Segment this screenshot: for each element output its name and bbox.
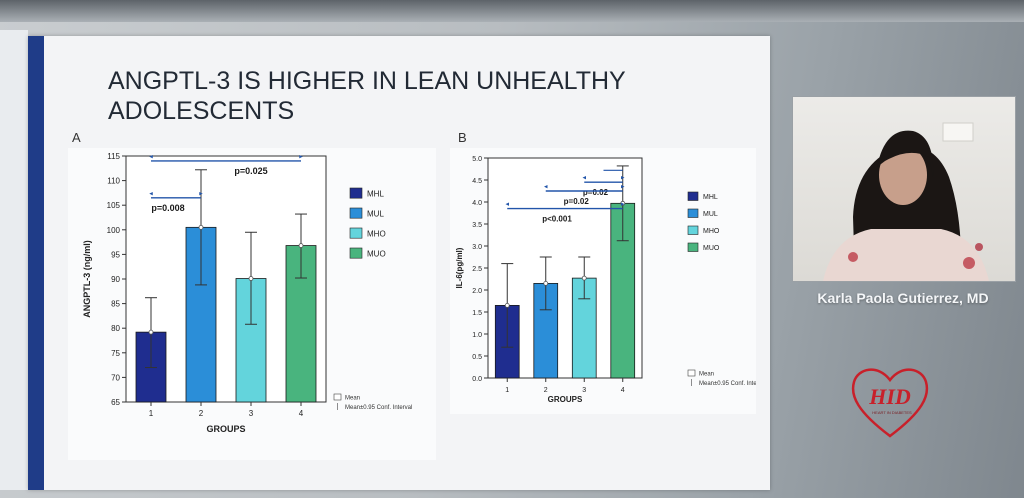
y-tick-label: 3.0 [472,244,482,251]
legend-label-MUL: MUL [703,211,718,218]
p-value-label: p=0.025 [234,166,267,176]
legend-swatch-MHO [687,225,699,235]
chart-b: 0.0 0.5 1.0 1.5 2.0 2.5 3.0 3.5 4.0 4.5 5.0 1 2 3 4 ◂ ▸ p… [455,156,756,404]
p-value-label: p=0.008 [151,203,184,213]
ci-legend-label: Mean±0.95 Conf. Interval [699,381,756,387]
chart-panel-b: 0.0 0.5 1.0 1.5 2.0 2.5 3.0 3.5 4.0 4.5 5.0 1 2 3 4 ◂ ▸ p… [450,148,756,414]
x-tick-label: 4 [621,387,625,394]
panel-b-label: B [458,130,467,145]
y-tick-label: 5.0 [472,156,482,163]
y-tick-label: 2.5 [472,266,482,273]
legend-label-MUO: MUO [703,245,720,252]
mean-legend-icon [687,369,696,377]
x-tick-label: 3 [249,409,254,418]
legend-label-MUL: MUL [367,209,384,218]
y-tick-label: 2.0 [472,288,482,295]
legend-swatch-MUL [687,208,699,218]
y-axis-label: IL-6(pg/ml) [455,247,464,288]
y-tick-label: 70 [111,373,120,382]
legend-label-MHO: MHO [367,229,386,238]
ci-legend-label: Mean±0.95 Conf. Interval [345,405,412,411]
y-tick-label: 0.5 [472,354,482,361]
monitor-top-edge [0,0,1024,22]
presentation-slide: ANGPTL-3 IS HIGHER IN LEAN UNHEALTHY ADO… [28,36,770,490]
bracket-arrow-right-icon: ▸ [299,153,303,160]
mean-point [581,275,587,281]
mean-legend-label: Mean [699,372,714,378]
x-axis-label: GROUPS [548,395,583,404]
legend-label-MUO: MUO [367,249,386,258]
mean-point [504,302,510,308]
legend-label-MHL: MHL [703,194,718,201]
x-tick-label: 4 [299,409,304,418]
heart-logo-icon: HID HEART IN DIABETES [851,368,929,438]
bracket-arrow-right-icon: ▸ [199,190,203,197]
mean-point [298,243,304,248]
speaker-name: Karla Paola Gutierrez, MD [817,290,989,306]
mean-legend-label: Mean [345,396,360,402]
logo-text: HID [868,384,911,409]
legend-label-MHO: MHO [703,228,720,235]
panel-a-label: A [72,130,81,145]
x-tick-label: 2 [544,387,548,394]
p-value-label: p=0.02 [564,197,590,206]
legend-swatch-MHL [687,191,699,201]
bracket-arrow-right-icon: ▸ [621,201,625,208]
y-tick-label: 1.5 [472,310,482,317]
speaker-silhouette [823,122,989,281]
y-tick-label: 105 [107,201,121,210]
slide-accent-bar [28,36,44,490]
legend-swatch-MUO [687,242,699,252]
legend-swatch-MHL [349,187,363,199]
y-tick-label: 75 [111,349,120,358]
y-tick-label: 90 [111,275,120,284]
x-axis-label: GROUPS [206,424,245,434]
legend-label-MHL: MHL [367,189,384,198]
screen-left-strip [0,30,28,490]
bracket-arrow-left-icon: ◂ [505,201,509,208]
y-tick-label: 3.5 [472,222,482,229]
bracket-arrow-right-icon: ▸ [621,184,625,191]
y-tick-label: 110 [107,177,120,186]
legend-swatch-MUO [349,247,363,259]
y-tick-label: 100 [107,226,121,235]
mean-point [148,329,154,335]
legend-swatch-MHO [349,227,363,239]
x-tick-label: 1 [505,387,509,394]
bracket-arrow-left-icon: ◂ [149,153,153,160]
bracket-arrow-left-icon: ◂ [582,175,586,182]
y-tick-label: 85 [111,300,120,309]
y-tick-label: 4.5 [472,178,482,185]
slide-title: ANGPTL-3 IS HIGHER IN LEAN UNHEALTHY ADO… [108,67,626,125]
p-value-label: p=0.02 [583,188,609,197]
y-tick-label: 80 [111,324,120,333]
bracket-arrow-left-icon: ◂ [149,190,153,197]
mean-point [248,276,254,281]
mean-point [620,200,626,206]
legend-swatch-MUL [349,207,363,219]
y-tick-label: 1.0 [472,332,482,339]
mean-point [198,224,204,230]
x-tick-label: 2 [199,409,204,418]
y-tick-label: 65 [111,398,120,407]
mean-legend-icon [333,393,342,401]
y-tick-label: 0.0 [472,376,482,383]
bracket-arrow-left-icon: ◂ [544,184,548,191]
y-tick-label: 115 [107,152,120,161]
y-tick-label: 95 [111,250,120,259]
x-tick-label: 1 [149,409,154,418]
y-tick-label: 4.0 [472,200,482,207]
p-value-label: p<0.001 [542,215,572,224]
hid-logo: HID HEART IN DIABETES [848,360,932,440]
bracket-arrow-right-icon: ▸ [621,175,625,182]
logo-subtitle: HEART IN DIABETES [872,410,912,415]
mean-point [543,280,549,286]
chart-panel-a: 65 70 75 80 85 90 95 100 105 110 115 1 2 3 4 ◂ ▸ p=0.008 ◂… [68,148,436,460]
x-tick-label: 3 [582,387,586,394]
y-axis-label: ANGPTL-3 (ng/ml) [82,240,92,318]
chart-a: 65 70 75 80 85 90 95 100 105 110 115 1 2 3 4 ◂ ▸ p=0.008 ◂… [82,152,412,434]
speaker-video [792,96,1016,282]
